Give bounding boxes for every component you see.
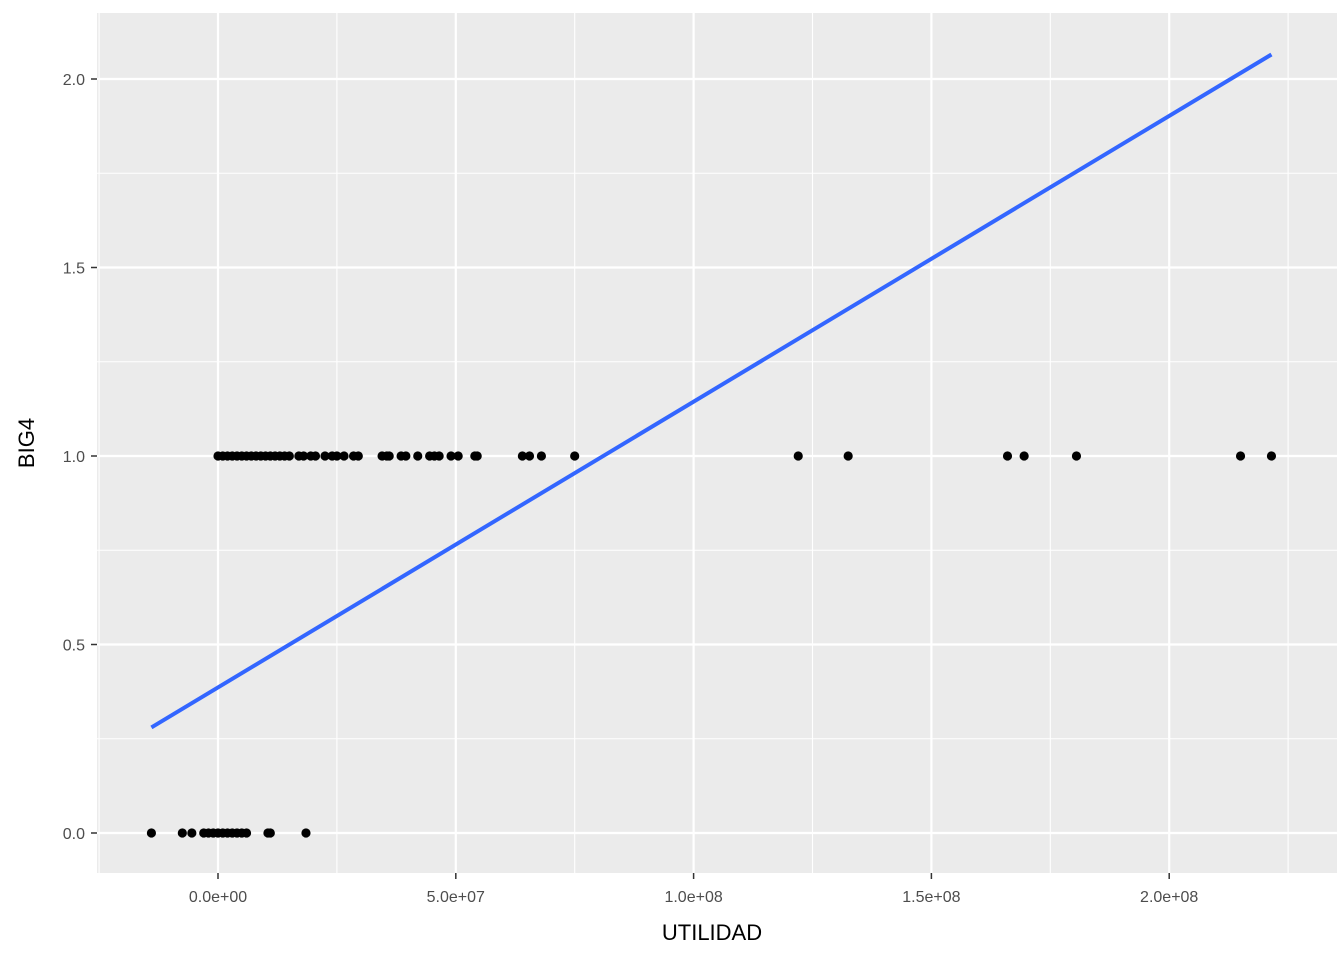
x-tick-label: 1.5e+08 — [902, 889, 960, 906]
fit-line-group — [150, 52, 1273, 730]
data-point — [310, 451, 321, 461]
data-point — [187, 828, 197, 838]
data-point — [413, 451, 423, 461]
data-point — [536, 451, 547, 461]
data-point — [1235, 451, 1246, 461]
y-tick-label: 0.0 — [63, 826, 85, 843]
data-point — [177, 828, 187, 838]
data-point — [301, 828, 311, 838]
data-point — [265, 828, 275, 838]
data-point — [1002, 451, 1013, 461]
x-tick-label: 1.0e+08 — [664, 889, 722, 906]
data-point — [793, 451, 803, 461]
x-tick-label: 5.0e+07 — [427, 889, 485, 906]
data-point — [241, 828, 252, 838]
y-tick-label: 2.0 — [63, 72, 85, 89]
data-point — [384, 451, 394, 461]
data-point — [299, 451, 309, 461]
y-tick-label: 0.5 — [63, 638, 85, 655]
data-point — [570, 451, 580, 461]
data-point — [401, 451, 411, 461]
data-point — [517, 451, 527, 461]
data-point — [353, 451, 363, 461]
y-tick-label: 1.5 — [63, 261, 85, 278]
x-axis: 0.0e+00 5.0e+07 1.0e+08 1.5e+08 2.0e+08 — [189, 873, 1198, 906]
plot-panel — [97, 13, 1337, 873]
y-axis: 0.0 0.5 1.0 1.5 2.0 — [63, 72, 97, 843]
data-point — [320, 451, 330, 461]
data-point — [446, 451, 456, 461]
data-point — [472, 451, 482, 461]
major-gridlines — [97, 13, 1337, 873]
data-point — [1266, 451, 1277, 461]
data-point — [339, 451, 349, 461]
data-point — [524, 451, 535, 461]
data-point — [1071, 451, 1082, 461]
x-tick-label: 0.0e+00 — [189, 889, 247, 906]
x-axis-title: UTILIDAD — [662, 920, 762, 945]
x-tick-label: 2.0e+08 — [1140, 889, 1198, 906]
minor-gridlines — [97, 13, 1337, 873]
fit-line — [150, 52, 1273, 730]
data-point — [1019, 451, 1029, 461]
data-point — [453, 451, 463, 461]
data-points — [146, 451, 1277, 838]
y-tick-label: 1.0 — [63, 449, 85, 466]
y-axis-title: BIG4 — [14, 418, 39, 468]
data-point — [146, 828, 157, 838]
data-point — [332, 451, 342, 461]
data-point — [284, 451, 294, 461]
data-point — [843, 451, 853, 461]
data-point — [434, 451, 444, 461]
